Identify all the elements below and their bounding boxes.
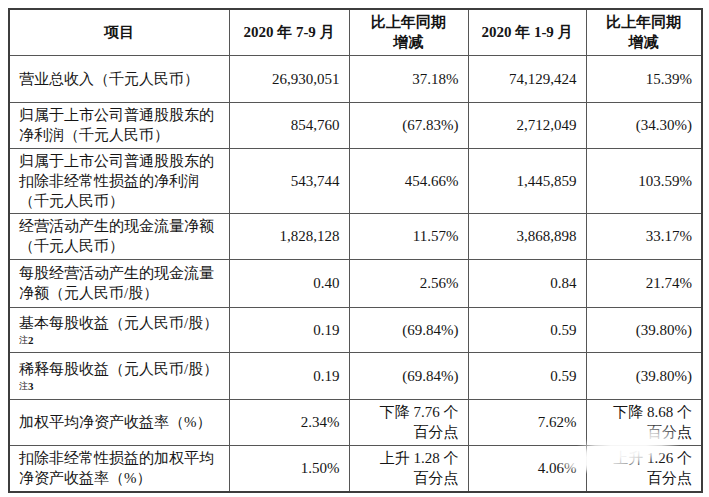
q3-change: 上升 1.28 个 百分点 — [349, 445, 468, 492]
ytd-value: 74,129,424 — [468, 55, 586, 102]
q3-change: 2.56% — [349, 259, 468, 307]
row-label: 基本每股收益（元人民币/股） — [19, 315, 218, 331]
q3-value: 1.50% — [229, 445, 349, 492]
header-q3-yoy-change: 比上年同期 增减 — [349, 9, 468, 55]
table-row-basic-eps: 基本每股收益（元人民币/股） 注2 0.19 (69.84%) 0.59 (39… — [9, 307, 702, 352]
header-ytd-yoy-change: 比上年同期 增减 — [586, 9, 702, 55]
q3-value: 0.40 — [229, 259, 349, 307]
table-row-diluted-eps: 稀释每股收益（元人民币/股） 注3 0.19 (69.84%) 0.59 (39… — [9, 352, 702, 399]
ytd-change: (39.80%) — [586, 352, 702, 399]
q3-change: 11.57% — [349, 213, 468, 259]
header-q3-2020: 2020 年 7-9 月 — [229, 9, 349, 55]
q3-value: 2.34% — [229, 399, 349, 445]
ytd-value: 4.06% — [468, 445, 586, 492]
ytd-change: 103.59% — [586, 148, 702, 213]
q3-change: (69.84%) — [349, 352, 468, 399]
row-label: 稀释每股收益（元人民币/股） — [19, 361, 218, 377]
q3-change: 37.18% — [349, 55, 468, 102]
financial-report-page: 项目 2020 年 7-9 月 比上年同期 增减 2020 年 1-9 月 比上… — [0, 0, 709, 497]
q3-change: 下降 7.76 个 百分点 — [349, 399, 468, 445]
q3-value: 543,744 — [229, 148, 349, 213]
q3-change: (67.83%) — [349, 102, 468, 148]
table-row-total-revenue: 营业总收入（千元人民币） 26,930,051 37.18% 74,129,42… — [9, 55, 702, 102]
q3-value: 0.19 — [229, 352, 349, 399]
header-item: 项目 — [9, 9, 229, 55]
ytd-value: 2,712,049 — [468, 102, 586, 148]
financial-summary-table: 项目 2020 年 7-9 月 比上年同期 增减 2020 年 1-9 月 比上… — [8, 8, 703, 493]
table-row-weighted-avg-roe-excl-nonrecurring: 扣除非经常性损益的加权平均净资产收益率（%） 1.50% 上升 1.28 个 百… — [9, 445, 702, 492]
ytd-value: 0.59 — [468, 352, 586, 399]
row-label: 归属于上市公司普通股股东的净利润（千元人民币） — [9, 102, 229, 148]
row-label: 每股经营活动产生的现金流量净额（元人民币/股） — [9, 259, 229, 307]
ytd-change: 15.39% — [586, 55, 702, 102]
row-label: 营业总收入（千元人民币） — [9, 55, 229, 102]
table-row-weighted-avg-roe: 加权平均净资产收益率（%） 2.34% 下降 7.76 个 百分点 7.62% … — [9, 399, 702, 445]
ytd-value: 0.59 — [468, 307, 586, 352]
ytd-value: 1,445,859 — [468, 148, 586, 213]
ytd-change: (39.80%) — [586, 307, 702, 352]
ytd-change: 33.17% — [586, 213, 702, 259]
row-label: 归属于上市公司普通股股东的扣除非经常性损益的净利润（千元人民币） — [9, 148, 229, 213]
table-row-net-profit: 归属于上市公司普通股股东的净利润（千元人民币） 854,760 (67.83%)… — [9, 102, 702, 148]
ytd-change: 21.74% — [586, 259, 702, 307]
q3-value: 1,828,128 — [229, 213, 349, 259]
ytd-change: (34.30%) — [586, 102, 702, 148]
q3-change: 454.66% — [349, 148, 468, 213]
table-row-operating-cash-flow: 经营活动产生的现金流量净额（千元人民币） 1,828,128 11.57% 3,… — [9, 213, 702, 259]
q3-value: 0.19 — [229, 307, 349, 352]
table-row-cash-flow-per-share: 每股经营活动产生的现金流量净额（元人民币/股） 0.40 2.56% 0.84 … — [9, 259, 702, 307]
row-label: 加权平均净资产收益率（%） — [9, 399, 229, 445]
ytd-value: 7.62% — [468, 399, 586, 445]
row-label: 扣除非经常性损益的加权平均净资产收益率（%） — [9, 445, 229, 492]
table-header-row: 项目 2020 年 7-9 月 比上年同期 增减 2020 年 1-9 月 比上… — [9, 9, 702, 55]
row-label: 经营活动产生的现金流量净额（千元人民币） — [9, 213, 229, 259]
q3-value: 854,760 — [229, 102, 349, 148]
ytd-value: 3,868,898 — [468, 213, 586, 259]
footnote-marker: 注2 — [19, 334, 220, 347]
q3-value: 26,930,051 — [229, 55, 349, 102]
footnote-marker: 注3 — [19, 380, 220, 393]
ytd-value: 0.84 — [468, 259, 586, 307]
header-ytd-2020: 2020 年 1-9 月 — [468, 9, 586, 55]
table-row-net-profit-excl-nonrecurring: 归属于上市公司普通股股东的扣除非经常性损益的净利润（千元人民币） 543,744… — [9, 148, 702, 213]
q3-change: (69.84%) — [349, 307, 468, 352]
ytd-change: 上升 1.26 个 百分点 — [586, 445, 702, 492]
ytd-change: 下降 8.68 个 百分点 — [586, 399, 702, 445]
